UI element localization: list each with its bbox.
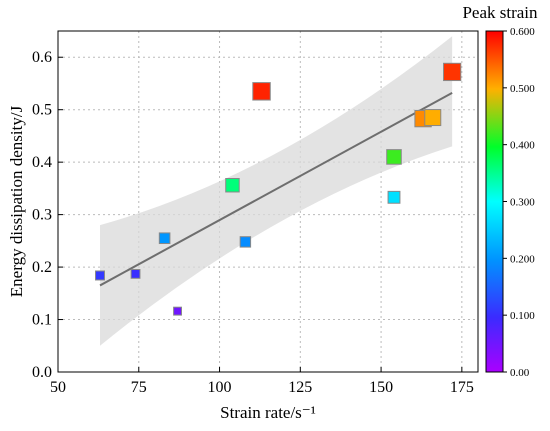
- x-axis: 50 75 100 125 150 175: [50, 367, 474, 396]
- x-axis-label: Strain rate/s⁻¹: [220, 403, 316, 422]
- y-tick-label: 0.3: [32, 207, 52, 224]
- colorbar-gradient: [485, 30, 504, 373]
- x-tick-label: 50: [50, 379, 66, 396]
- y-tick-label: 0.2: [32, 259, 52, 276]
- y-tick-label: 0.4: [32, 154, 52, 171]
- data-point: [239, 236, 252, 248]
- y-axis-label: Energy dissipation density/J: [7, 105, 26, 297]
- x-tick-label: 100: [208, 379, 232, 396]
- colorbar-tick-label: 0.300: [510, 197, 535, 209]
- x-tick-label: 150: [369, 379, 393, 396]
- data-point: [130, 268, 141, 279]
- colorbar-tick-label: 0.200: [510, 253, 535, 265]
- colorbar-tick-label: 0.500: [510, 83, 535, 95]
- colorbar-tick-label: 0.100: [510, 310, 535, 322]
- plot-frame: [57, 30, 479, 373]
- data-point: [387, 190, 401, 204]
- data-point: [95, 270, 105, 281]
- y-tick-label: 0.1: [32, 312, 52, 329]
- data-point: [443, 62, 462, 82]
- colorbar-tick-label: 0.400: [510, 140, 535, 152]
- colorbar-tick-label: 0.600: [510, 26, 535, 38]
- data-point: [225, 177, 240, 193]
- colorbar-title: Peak strain: [462, 3, 538, 22]
- y-tick-label: 0.6: [32, 49, 52, 66]
- data-points: [95, 62, 462, 316]
- x-tick-label: 75: [131, 379, 147, 396]
- y-tick-label: 0.0: [32, 364, 52, 381]
- data-point: [386, 149, 402, 165]
- data-point: [424, 109, 442, 127]
- confidence-band-area: [100, 36, 453, 346]
- y-axis: 0.0 0.1 0.2 0.3 0.4 0.5 0.6: [32, 49, 63, 381]
- confidence-band: [100, 36, 453, 346]
- colorbar: 0.00 0.100 0.200 0.300 0.400 0.500 0.600: [485, 26, 535, 379]
- data-point: [252, 82, 271, 101]
- fit-line: [99, 92, 453, 287]
- y-tick-label: 0.5: [32, 102, 52, 119]
- x-tick-label: 125: [288, 379, 312, 396]
- data-point: [158, 232, 171, 245]
- data-point: [173, 306, 182, 316]
- x-tick-label: 175: [450, 379, 474, 396]
- fit-line-group: [99, 92, 453, 287]
- colorbar-tick-label: 0.00: [510, 367, 530, 379]
